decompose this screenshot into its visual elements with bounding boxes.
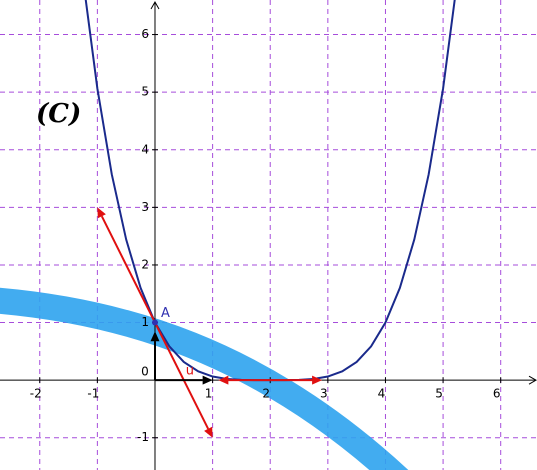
y-tick-label: 3	[141, 200, 149, 214]
vector	[154, 322, 213, 438]
y-tick-label: 4	[141, 142, 149, 156]
x-tick-label: -2	[30, 387, 42, 401]
vector	[218, 375, 271, 385]
y-tick-label: 6	[141, 27, 149, 41]
x-tick-label: 1	[205, 387, 213, 401]
vector	[154, 375, 213, 385]
x-axis-arrow	[528, 375, 537, 385]
y-tick-label: 2	[141, 257, 149, 271]
vector-head	[97, 207, 106, 219]
y-axis-arrow	[150, 0, 160, 10]
x-tick-label: 6	[493, 387, 501, 401]
x-tick-label: 5	[435, 387, 443, 401]
x-tick-label: 4	[378, 387, 386, 401]
y-tick-label: 5	[141, 85, 149, 99]
point-label: A	[161, 306, 170, 321]
vector	[270, 375, 323, 385]
y-tick-label: -1	[137, 430, 149, 444]
x-tick-label: 3	[320, 387, 328, 401]
x-tick-label: -1	[87, 387, 99, 401]
vector	[150, 331, 160, 381]
vector-shaft	[100, 215, 156, 323]
curve-label: (C)	[36, 99, 81, 129]
vector-head	[204, 426, 213, 438]
vector-shaft	[154, 322, 210, 430]
vector-head	[312, 375, 323, 385]
highlight-stroke	[0, 287, 409, 470]
vector	[97, 207, 156, 323]
vector-head	[202, 375, 213, 385]
point-a	[151, 319, 158, 326]
origin-label: 0	[141, 365, 149, 379]
vector-label: u	[186, 364, 194, 379]
vector-head	[150, 331, 160, 342]
x-tick-label: 2	[262, 387, 270, 401]
y-tick-label: 1	[141, 315, 149, 329]
vector-head	[218, 375, 229, 385]
